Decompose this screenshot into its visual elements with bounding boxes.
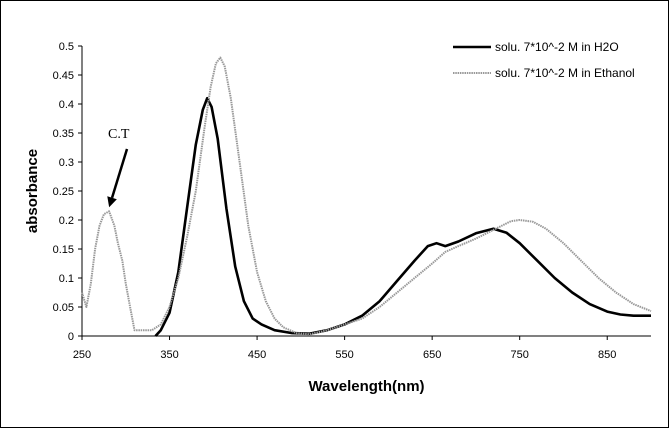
annotation-label: C.T <box>108 127 130 142</box>
y-tick-label: 0.4 <box>59 99 74 111</box>
y-axis-title: absorbance <box>24 149 41 233</box>
y-tick-label: 0.15 <box>53 244 74 256</box>
series-line-1 <box>156 98 652 336</box>
y-tick-label: 0 <box>68 331 74 343</box>
y-tick-label: 0.5 <box>59 41 74 53</box>
legend-label-1: solu. 7*10^-2 M in H2O <box>495 40 619 54</box>
ticks: 0 0.05 0.1 0.15 0.2 0.25 0.3 0.35 0.4 0.45 0.5 250 3… <box>53 41 617 361</box>
annotation-arrow-head <box>107 196 117 207</box>
x-tick-label: 750 <box>511 349 529 361</box>
legend: solu. 7*10^-2 M in H2O solu. 7*10^-2 M in… <box>453 40 635 80</box>
x-tick-label: 650 <box>423 349 441 361</box>
y-tick-label: 0.05 <box>53 302 74 314</box>
series-layer <box>82 58 651 336</box>
x-tick-label: 250 <box>73 349 91 361</box>
series-line-2 <box>82 58 651 335</box>
x-tick-label: 450 <box>248 349 266 361</box>
y-tick-label: 0.45 <box>53 70 74 82</box>
x-tick-label: 850 <box>598 349 616 361</box>
axes <box>82 46 651 336</box>
y-tick-label: 0.2 <box>59 215 74 227</box>
x-axis-title: Wavelength(nm) <box>308 378 424 395</box>
y-tick-label: 0.1 <box>59 273 74 285</box>
y-tick-label: 0.35 <box>53 128 74 140</box>
y-tick-label: 0.3 <box>59 157 74 169</box>
annotation-arrow <box>112 149 127 198</box>
annotation: C.T <box>107 127 130 207</box>
y-tick-label: 0.25 <box>53 186 74 198</box>
legend-label-2: solu. 7*10^-2 M in Ethanol <box>495 66 635 80</box>
x-tick-label: 550 <box>335 349 353 361</box>
x-tick-label: 350 <box>160 349 178 361</box>
